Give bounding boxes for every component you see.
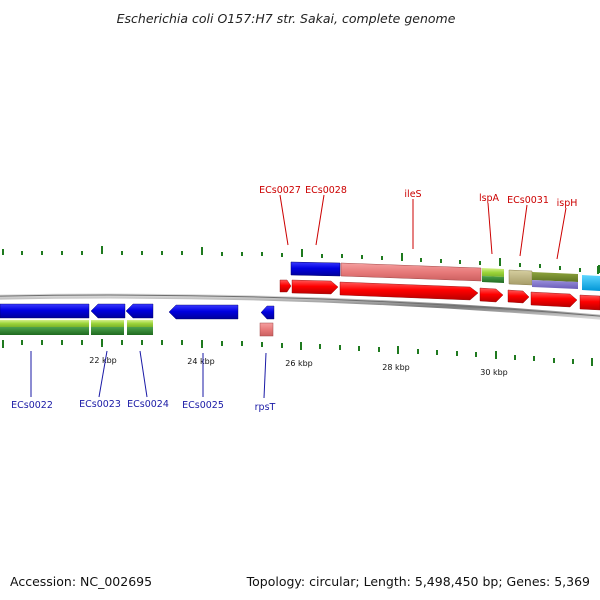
- inner-box-ECs0024-lower[interactable]: [127, 327, 153, 335]
- map-title: Escherichia coli O157:H7 str. Sakai, com…: [117, 11, 456, 26]
- inner-box-ECs0022-upper[interactable]: [0, 320, 89, 327]
- cds-arrow-ECs0031[interactable]: [507, 289, 530, 304]
- gene-label-rpsT[interactable]: rpsT: [255, 402, 276, 413]
- cds-arrow-rpsT[interactable]: [260, 305, 275, 320]
- cds-arrow-ECs0023[interactable]: [90, 303, 126, 319]
- cds-arrow-ECs0024[interactable]: [125, 303, 154, 319]
- top-gene-labels: ECs0027 ECs0028 ileS lspA ECs0031 ispH: [259, 185, 577, 209]
- inner-tick-row: [2, 339, 593, 366]
- scale-labels: 22 kbp 24 kbp 26 kbp 28 kbp 30 kbp: [89, 356, 508, 377]
- gene-label-ispH[interactable]: ispH: [557, 198, 578, 209]
- gene-label-lspA[interactable]: lspA: [479, 193, 500, 204]
- feature-box-lspA-upper[interactable]: [482, 268, 504, 277]
- feature-box-ispH-upper[interactable]: [532, 272, 578, 282]
- feature-box-ECs0031[interactable]: [508, 269, 533, 286]
- scale-label-26kbp: 26 kbp: [285, 359, 313, 368]
- inner-feature-ring: [0, 320, 274, 337]
- gene-label-ECs0031[interactable]: ECs0031: [507, 195, 549, 206]
- cds-arrow-ECs0025[interactable]: [168, 304, 239, 320]
- outer-feature-ring: [290, 261, 600, 291]
- inner-box-ECs0022-lower[interactable]: [0, 327, 89, 335]
- cds-arrow-ispH[interactable]: [530, 291, 578, 308]
- scale-label-28kbp: 28 kbp: [382, 363, 410, 372]
- scale-label-24kbp: 24 kbp: [187, 357, 215, 366]
- feature-box-ileS[interactable]: [340, 262, 482, 282]
- scale-label-30kbp: 30 kbp: [480, 368, 508, 377]
- inner-box-ECs0024-upper[interactable]: [127, 320, 153, 327]
- feature-box-ispH-lower[interactable]: [532, 280, 578, 289]
- cds-arrow-lspA[interactable]: [479, 287, 504, 303]
- bottom-label-leaders: [30, 350, 267, 399]
- feature-box-next[interactable]: [582, 275, 600, 291]
- inner-box-rpsT[interactable]: [259, 322, 274, 337]
- feature-box-ECs0027[interactable]: [290, 261, 341, 277]
- feature-box-lspA-lower[interactable]: [482, 276, 504, 283]
- gene-label-ECs0028[interactable]: ECs0028: [305, 185, 347, 196]
- inner-box-ECs0023-upper[interactable]: [91, 320, 124, 327]
- reverse-cds-track: [0, 303, 275, 320]
- gene-label-ileS[interactable]: ileS: [404, 189, 421, 200]
- forward-cds-track: [279, 279, 600, 311]
- genome-summary-text: Topology: circular; Length: 5,498,450 bp…: [246, 574, 590, 589]
- gene-label-ECs0023[interactable]: ECs0023: [79, 399, 121, 410]
- cds-arrow-next[interactable]: [579, 294, 600, 311]
- scale-label-22kbp: 22 kbp: [89, 356, 117, 365]
- genome-backbone: [0, 293, 600, 320]
- cds-arrow-ECs0022[interactable]: [0, 303, 90, 319]
- inner-box-ECs0023-lower[interactable]: [91, 327, 124, 335]
- accession-text: Accession: NC_002695: [10, 574, 152, 589]
- gene-label-ECs0022[interactable]: ECs0022: [11, 400, 53, 411]
- gene-label-ECs0025[interactable]: ECs0025: [182, 400, 224, 411]
- top-label-leaders: [279, 194, 567, 260]
- gene-label-ECs0024[interactable]: ECs0024: [127, 399, 169, 410]
- gene-label-ECs0027[interactable]: ECs0027: [259, 185, 301, 196]
- cds-arrow-ileS[interactable]: [339, 281, 479, 301]
- cds-arrow-ECs0027[interactable]: [279, 279, 292, 293]
- bottom-gene-labels: ECs0022 ECs0023 ECs0024 ECs0025 rpsT: [11, 399, 275, 413]
- cds-arrow-ECs0028[interactable]: [291, 279, 339, 295]
